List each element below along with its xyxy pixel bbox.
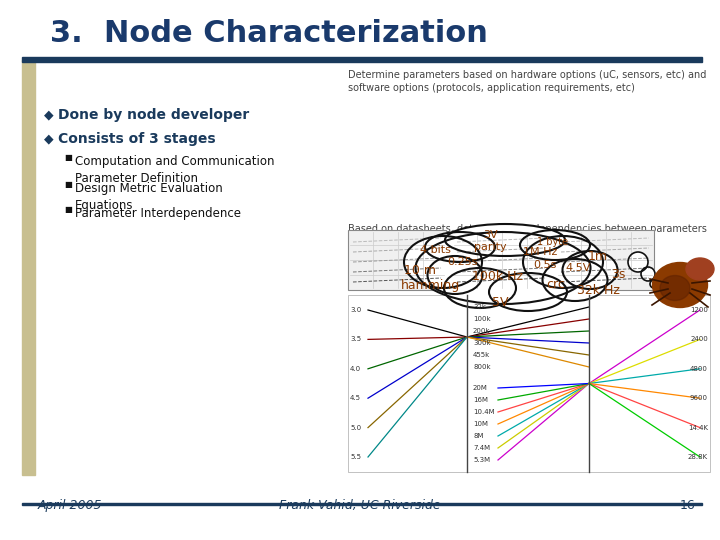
Text: Based on datasheets, determine interdependencies between parameters: Based on datasheets, determine interdepe… <box>348 224 707 234</box>
Bar <box>452 230 550 290</box>
Text: 0.5s: 0.5s <box>534 260 557 270</box>
Text: 4 bits: 4 bits <box>420 245 451 255</box>
Ellipse shape <box>562 251 618 289</box>
Text: Frank Vahid, UC Riverside: Frank Vahid, UC Riverside <box>279 499 441 512</box>
Text: ■: ■ <box>64 153 72 162</box>
Text: 3.  Node Characterization: 3. Node Characterization <box>50 18 488 48</box>
Text: 16M: 16M <box>473 397 488 403</box>
Text: 8M: 8M <box>473 433 484 439</box>
Ellipse shape <box>445 224 565 256</box>
Text: ◆: ◆ <box>44 108 53 121</box>
Text: 5.3M: 5.3M <box>473 457 490 463</box>
Bar <box>556 230 654 290</box>
Ellipse shape <box>404 236 482 288</box>
Text: 10 m: 10 m <box>404 264 436 276</box>
Text: 100k: 100k <box>473 316 490 322</box>
Circle shape <box>641 267 655 281</box>
Text: Computation and Communication
Parameter Definition: Computation and Communication Parameter … <box>75 155 274 185</box>
Ellipse shape <box>686 258 714 280</box>
Text: Done by node developer: Done by node developer <box>58 108 249 122</box>
Text: 1 byte: 1 byte <box>537 237 569 247</box>
Text: 0.25s: 0.25s <box>446 257 477 267</box>
Text: ■: ■ <box>64 205 72 214</box>
Circle shape <box>628 252 648 272</box>
Text: 455k: 455k <box>473 352 490 358</box>
Text: 3.0: 3.0 <box>350 307 361 313</box>
Text: 4.5V: 4.5V <box>565 263 590 273</box>
Ellipse shape <box>652 262 708 307</box>
Text: 28.8K: 28.8K <box>688 454 708 460</box>
Text: hamming: hamming <box>400 279 459 292</box>
Ellipse shape <box>444 268 516 308</box>
Bar <box>22 57 702 62</box>
Text: 3s: 3s <box>611 268 625 281</box>
Text: 5.5: 5.5 <box>350 454 361 460</box>
Text: 1m: 1m <box>588 251 608 264</box>
Ellipse shape <box>542 259 608 301</box>
Text: 10M: 10M <box>473 421 488 427</box>
Text: 32k: 32k <box>473 304 486 310</box>
Text: Design Metric Evaluation
Equations: Design Metric Evaluation Equations <box>75 182 222 212</box>
Ellipse shape <box>520 230 590 260</box>
Text: 3V: 3V <box>482 230 498 240</box>
Bar <box>22 60 35 475</box>
Text: April 2005: April 2005 <box>38 499 102 512</box>
Text: Parameter Interdependence: Parameter Interdependence <box>75 207 241 220</box>
Bar <box>348 230 446 290</box>
Text: 5V: 5V <box>492 295 508 308</box>
Ellipse shape <box>523 236 603 288</box>
Bar <box>348 295 710 472</box>
Text: 9600: 9600 <box>690 395 708 401</box>
Ellipse shape <box>428 256 482 294</box>
Text: parity: parity <box>474 242 506 252</box>
Bar <box>22 503 702 505</box>
Ellipse shape <box>489 273 567 311</box>
Text: 3.5: 3.5 <box>350 336 361 342</box>
Text: 100k Hz: 100k Hz <box>472 271 523 284</box>
Text: ◆: ◆ <box>44 132 53 145</box>
Text: 1200: 1200 <box>690 307 708 313</box>
Text: Determine parameters based on hardware options (uC, sensors, etc) and
software o: Determine parameters based on hardware o… <box>348 70 706 93</box>
Text: Consists of 3 stages: Consists of 3 stages <box>58 132 215 146</box>
Text: 2400: 2400 <box>690 336 708 342</box>
Text: 4800: 4800 <box>690 366 708 372</box>
Ellipse shape <box>425 232 495 262</box>
Text: crc: crc <box>546 279 565 292</box>
Text: ■: ■ <box>64 180 72 189</box>
Text: 10.4M: 10.4M <box>473 409 495 415</box>
Text: 800k: 800k <box>473 364 490 370</box>
Text: 14.4K: 14.4K <box>688 424 708 430</box>
Circle shape <box>650 280 658 288</box>
Ellipse shape <box>415 232 590 304</box>
Text: 7.4M: 7.4M <box>473 445 490 451</box>
Text: 4.0: 4.0 <box>350 366 361 372</box>
Text: 1M Hz: 1M Hz <box>523 247 557 257</box>
Text: 32k Hz: 32k Hz <box>577 284 619 296</box>
Text: 4.5: 4.5 <box>350 395 361 401</box>
Text: 300k: 300k <box>473 340 490 346</box>
Ellipse shape <box>660 275 690 300</box>
Text: 20M: 20M <box>473 385 488 391</box>
Text: 16: 16 <box>679 499 695 512</box>
Text: 200k: 200k <box>473 328 490 334</box>
Text: 5.0: 5.0 <box>350 424 361 430</box>
